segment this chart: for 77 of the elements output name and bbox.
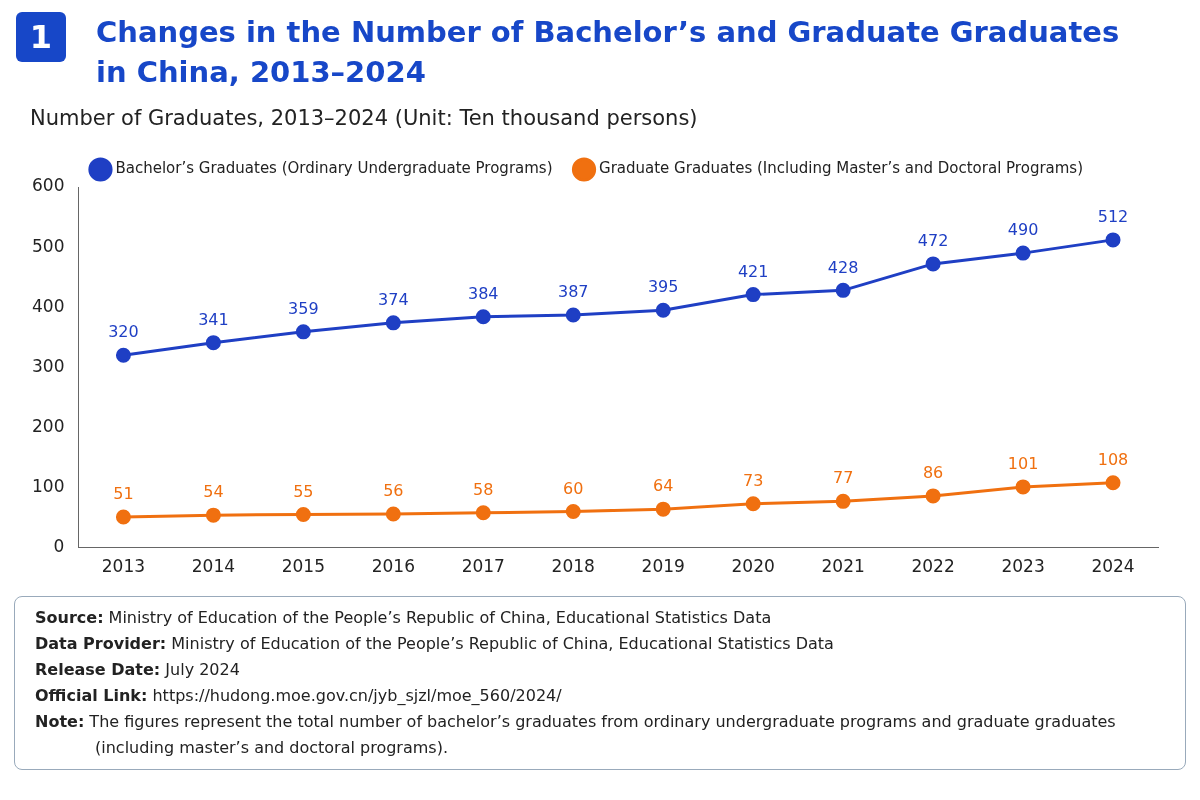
point	[1105, 475, 1121, 491]
text: Data Provider: Ministry of Education of the People’s Republic of China, Educational Statistics Data	[35, 634, 834, 653]
point	[385, 315, 401, 331]
source-note: Source: Ministry of Education of the People’s Republic of China, Educational Statistics Data	[35, 608, 772, 627]
data-label: 58	[473, 479, 494, 499]
point	[385, 506, 401, 522]
point	[115, 509, 131, 525]
point	[115, 347, 131, 363]
x-tick-label: 2016	[371, 556, 415, 577]
data-label: 73	[742, 470, 764, 490]
point	[295, 507, 311, 523]
data-label: 55	[293, 481, 314, 501]
x-tick-label: 2015	[281, 556, 325, 577]
y-tick-label: 500	[31, 235, 65, 256]
point	[1015, 479, 1031, 495]
y-tick-label: 100	[31, 475, 65, 496]
data-label: 77	[832, 468, 854, 488]
legend-label: Bachelor’s Graduates (Ordinary Undergraduate Programs)	[115, 159, 553, 178]
x-tick-label: 2022	[911, 556, 955, 577]
text: Note: The figures represent the total number of bachelor’s graduates from ordinary undergraduate programs and graduate graduates (including master’s and doctoral programs).	[35, 712, 1116, 757]
point	[835, 493, 851, 509]
x-tick-label: 2017	[461, 556, 505, 577]
x-tick-label: 2021	[821, 556, 865, 577]
number-badge: 1	[16, 12, 66, 62]
data-label: 64	[653, 476, 674, 496]
point	[655, 501, 671, 517]
data-label: 472	[917, 231, 949, 251]
chart-subtitle: Number of Graduates, 2013–2024 (Unit: Ten thousand persons)	[30, 106, 699, 130]
point	[925, 488, 941, 504]
legend-label: Graduate Graduates (Including Master’s and Doctoral Programs)	[599, 159, 1084, 178]
point	[205, 507, 221, 523]
point	[205, 335, 221, 351]
data-label: 359	[288, 299, 319, 318]
point	[475, 505, 491, 521]
y-tick-label: 0	[53, 536, 65, 557]
point	[925, 256, 941, 272]
data-label: 86	[922, 463, 944, 483]
x-tick-label: 2014	[191, 556, 236, 577]
point	[1015, 245, 1031, 261]
data-label: 384	[468, 283, 499, 303]
data-label: 51	[113, 484, 134, 504]
data-label: 60	[563, 478, 584, 498]
x-tick-label: 2023	[1001, 556, 1045, 577]
data-label: 374	[378, 289, 409, 309]
data-label: 387	[557, 282, 589, 302]
x-tick-label: 2019	[641, 556, 685, 577]
point	[835, 282, 851, 298]
y-tick-label: 300	[31, 355, 65, 376]
point	[475, 309, 491, 325]
data-label: 341	[198, 309, 229, 329]
point	[745, 287, 761, 303]
data-label: 108	[1097, 449, 1129, 469]
text: Official Link: https://hudong.moe.gov.cn/jyb_sjzl/moe_560/2024/	[35, 686, 562, 705]
data-label: 395	[647, 277, 679, 297]
chart-title: Changes in the Number of Bachelor’s and Graduate Graduates in China, 2013–2024	[96, 14, 1121, 91]
y-tick-label: 600	[31, 175, 65, 196]
x-tick-label: 2013	[101, 556, 146, 577]
x-tick-label: 2020	[731, 556, 775, 577]
point	[295, 324, 311, 340]
point	[745, 496, 761, 512]
point	[565, 504, 581, 520]
data-label: 490	[1007, 220, 1039, 240]
data-label: 56	[383, 481, 404, 501]
text: Release Date: July 2024	[35, 660, 240, 679]
point	[1105, 232, 1121, 248]
x-tick-label: 2024	[1091, 556, 1135, 577]
x-tick-label: 2018	[551, 556, 595, 577]
data-label: 428	[827, 257, 859, 277]
y-tick-label: 200	[31, 415, 65, 436]
y-tick-label: 400	[31, 295, 65, 316]
data-label: 54	[203, 482, 224, 502]
data-label: 320	[108, 322, 139, 342]
point	[655, 302, 671, 318]
data-label: 101	[1007, 454, 1039, 474]
point	[565, 307, 581, 323]
data-label: 421	[737, 261, 769, 281]
data-label: 512	[1097, 207, 1129, 227]
